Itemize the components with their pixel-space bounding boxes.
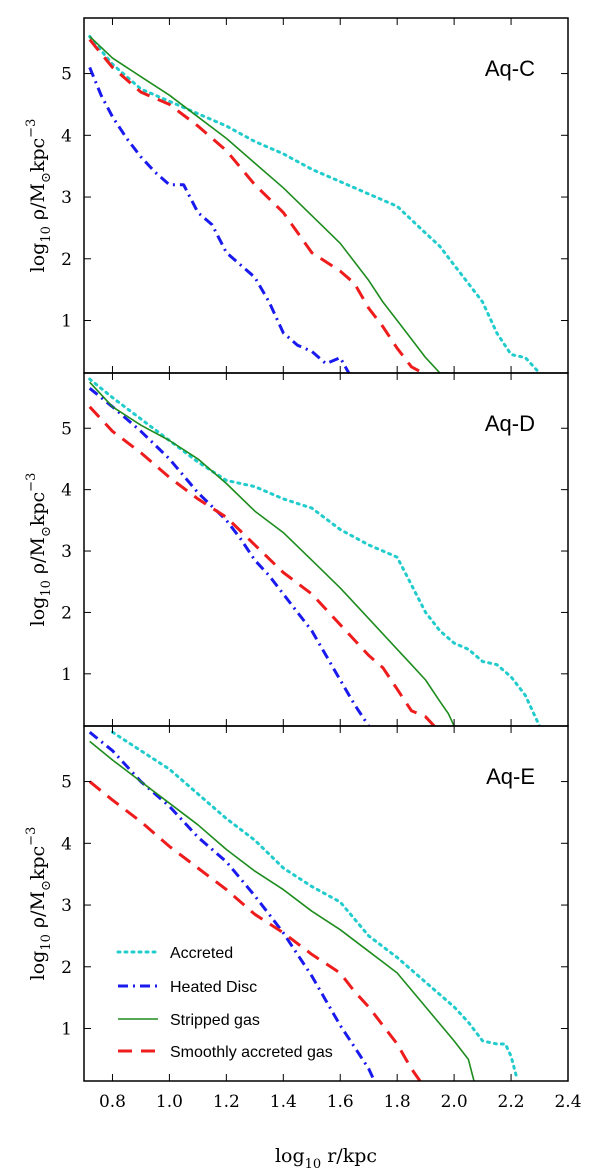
series-accreted-line [88,377,541,726]
y-tick-label: 5 [61,65,72,85]
panel-aq-c: 1 2 3 4 5 Aq-C log10 ρ/M⊙kpc−3 [24,17,569,374]
legend-label: Smoothly accreted gas [170,1044,333,1061]
y-tick-label: 2 [61,250,72,270]
x-tick-label: 2.4 [554,1092,581,1112]
x-tick-label: 1.2 [213,1092,240,1112]
x-tick-label: 0.8 [99,1092,126,1112]
y-axis-label: log10 ρ/M⊙kpc−3 [24,119,54,273]
y-tick-label: 5 [61,419,72,439]
panel-aq-e: 1 2 3 4 5 0.8 1.0 1.2 1.4 1.6 1.8 2.0 2.2 2.4 Aq-E log1… [24,725,582,1112]
y-axis-label: log10 ρ/M⊙kpc−3 [24,827,54,981]
panel-title: Aq-D [485,411,535,436]
y-tick-label: 1 [61,312,72,332]
x-tick-label: 1.0 [156,1092,183,1112]
y-tick-label: 2 [61,603,72,623]
x-tick-label: 2.0 [441,1092,468,1112]
y-tick-label: 1 [61,665,72,685]
series-stripped-gas-line [89,740,475,1081]
y-tick-label: 3 [61,188,72,208]
x-tick-label: 1.8 [384,1092,411,1112]
panel-title: Aq-E [486,764,535,789]
y-tick-label: 1 [61,1020,72,1040]
legend: Accreted Heated Disc Stripped gas Smoothly … [116,945,333,1061]
legend-label: Heated Disc [170,979,257,996]
y-tick-label: 3 [61,542,72,562]
series-accreted-line [88,35,541,373]
x-tick-label: 1.6 [327,1092,354,1112]
x-tick-label: 2.2 [498,1092,525,1112]
y-tick-label: 5 [61,773,72,793]
x-tick-label: 1.4 [270,1092,297,1112]
panel-title: Aq-C [485,56,535,81]
x-axis-label: log10 r/kpc [275,1145,377,1172]
y-tick-label: 2 [61,958,72,978]
legend-label: Accreted [170,945,233,962]
plot-frame [83,725,569,1082]
y-tick-label: 3 [61,896,72,916]
series-stripped-gas-line [89,35,449,373]
series-heated-disc-line [88,731,376,1081]
y-tick-label: 4 [61,126,72,146]
series-stripped-gas-line [89,381,455,726]
y-tick-label: 4 [61,481,72,501]
series-heated-disc-line [88,387,370,726]
panel-aq-d: 1 2 3 4 5 Aq-D log10 ρ/M⊙kpc−3 [24,372,569,727]
series-accreted-line [111,730,519,1080]
series-smoothly-accreted-gas-line [88,780,422,1081]
legend-label: Stripped gas [170,1012,260,1029]
y-tick-label: 4 [61,834,72,854]
series-heated-disc-line [88,66,351,373]
series-smoothly-accreted-gas-line [88,38,424,373]
y-axis-label: log10 ρ/M⊙kpc−3 [24,473,54,627]
